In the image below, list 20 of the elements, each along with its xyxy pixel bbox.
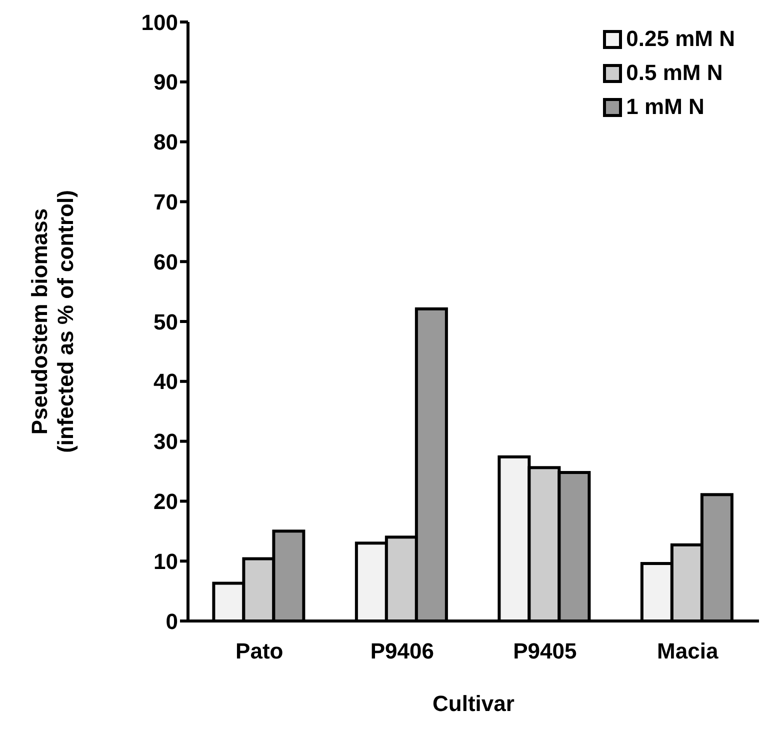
x-tick-label: P9405 [513, 638, 577, 664]
y-tick-label: 0 [166, 608, 178, 634]
x-tick-label: P9406 [370, 638, 434, 664]
y-tick-label: 40 [154, 369, 178, 394]
y-axis-title: Pseudostem biomass (infected as % of control) [27, 190, 78, 453]
y-tick-label: 30 [154, 429, 178, 454]
y-tick-label: 10 [154, 548, 178, 574]
y-tick-label: 20 [154, 489, 178, 514]
x-tick-label: Pato [236, 638, 284, 664]
y-tick-label: 100 [141, 10, 178, 35]
y-tick-label: 50 [154, 309, 178, 334]
x-axis-title: Cultivar [432, 691, 515, 716]
y-tick-label: 70 [154, 190, 178, 215]
y-tick-label: 90 [154, 70, 178, 95]
legend-label: 0.5 mM N [626, 59, 723, 87]
y-tick-label: 60 [154, 249, 178, 274]
y-tick-label: 80 [154, 130, 178, 155]
legend-label: 1 mM N [626, 93, 704, 121]
x-tick-label: Macia [657, 638, 719, 664]
legend-label: 0.25 mM N [626, 25, 735, 53]
